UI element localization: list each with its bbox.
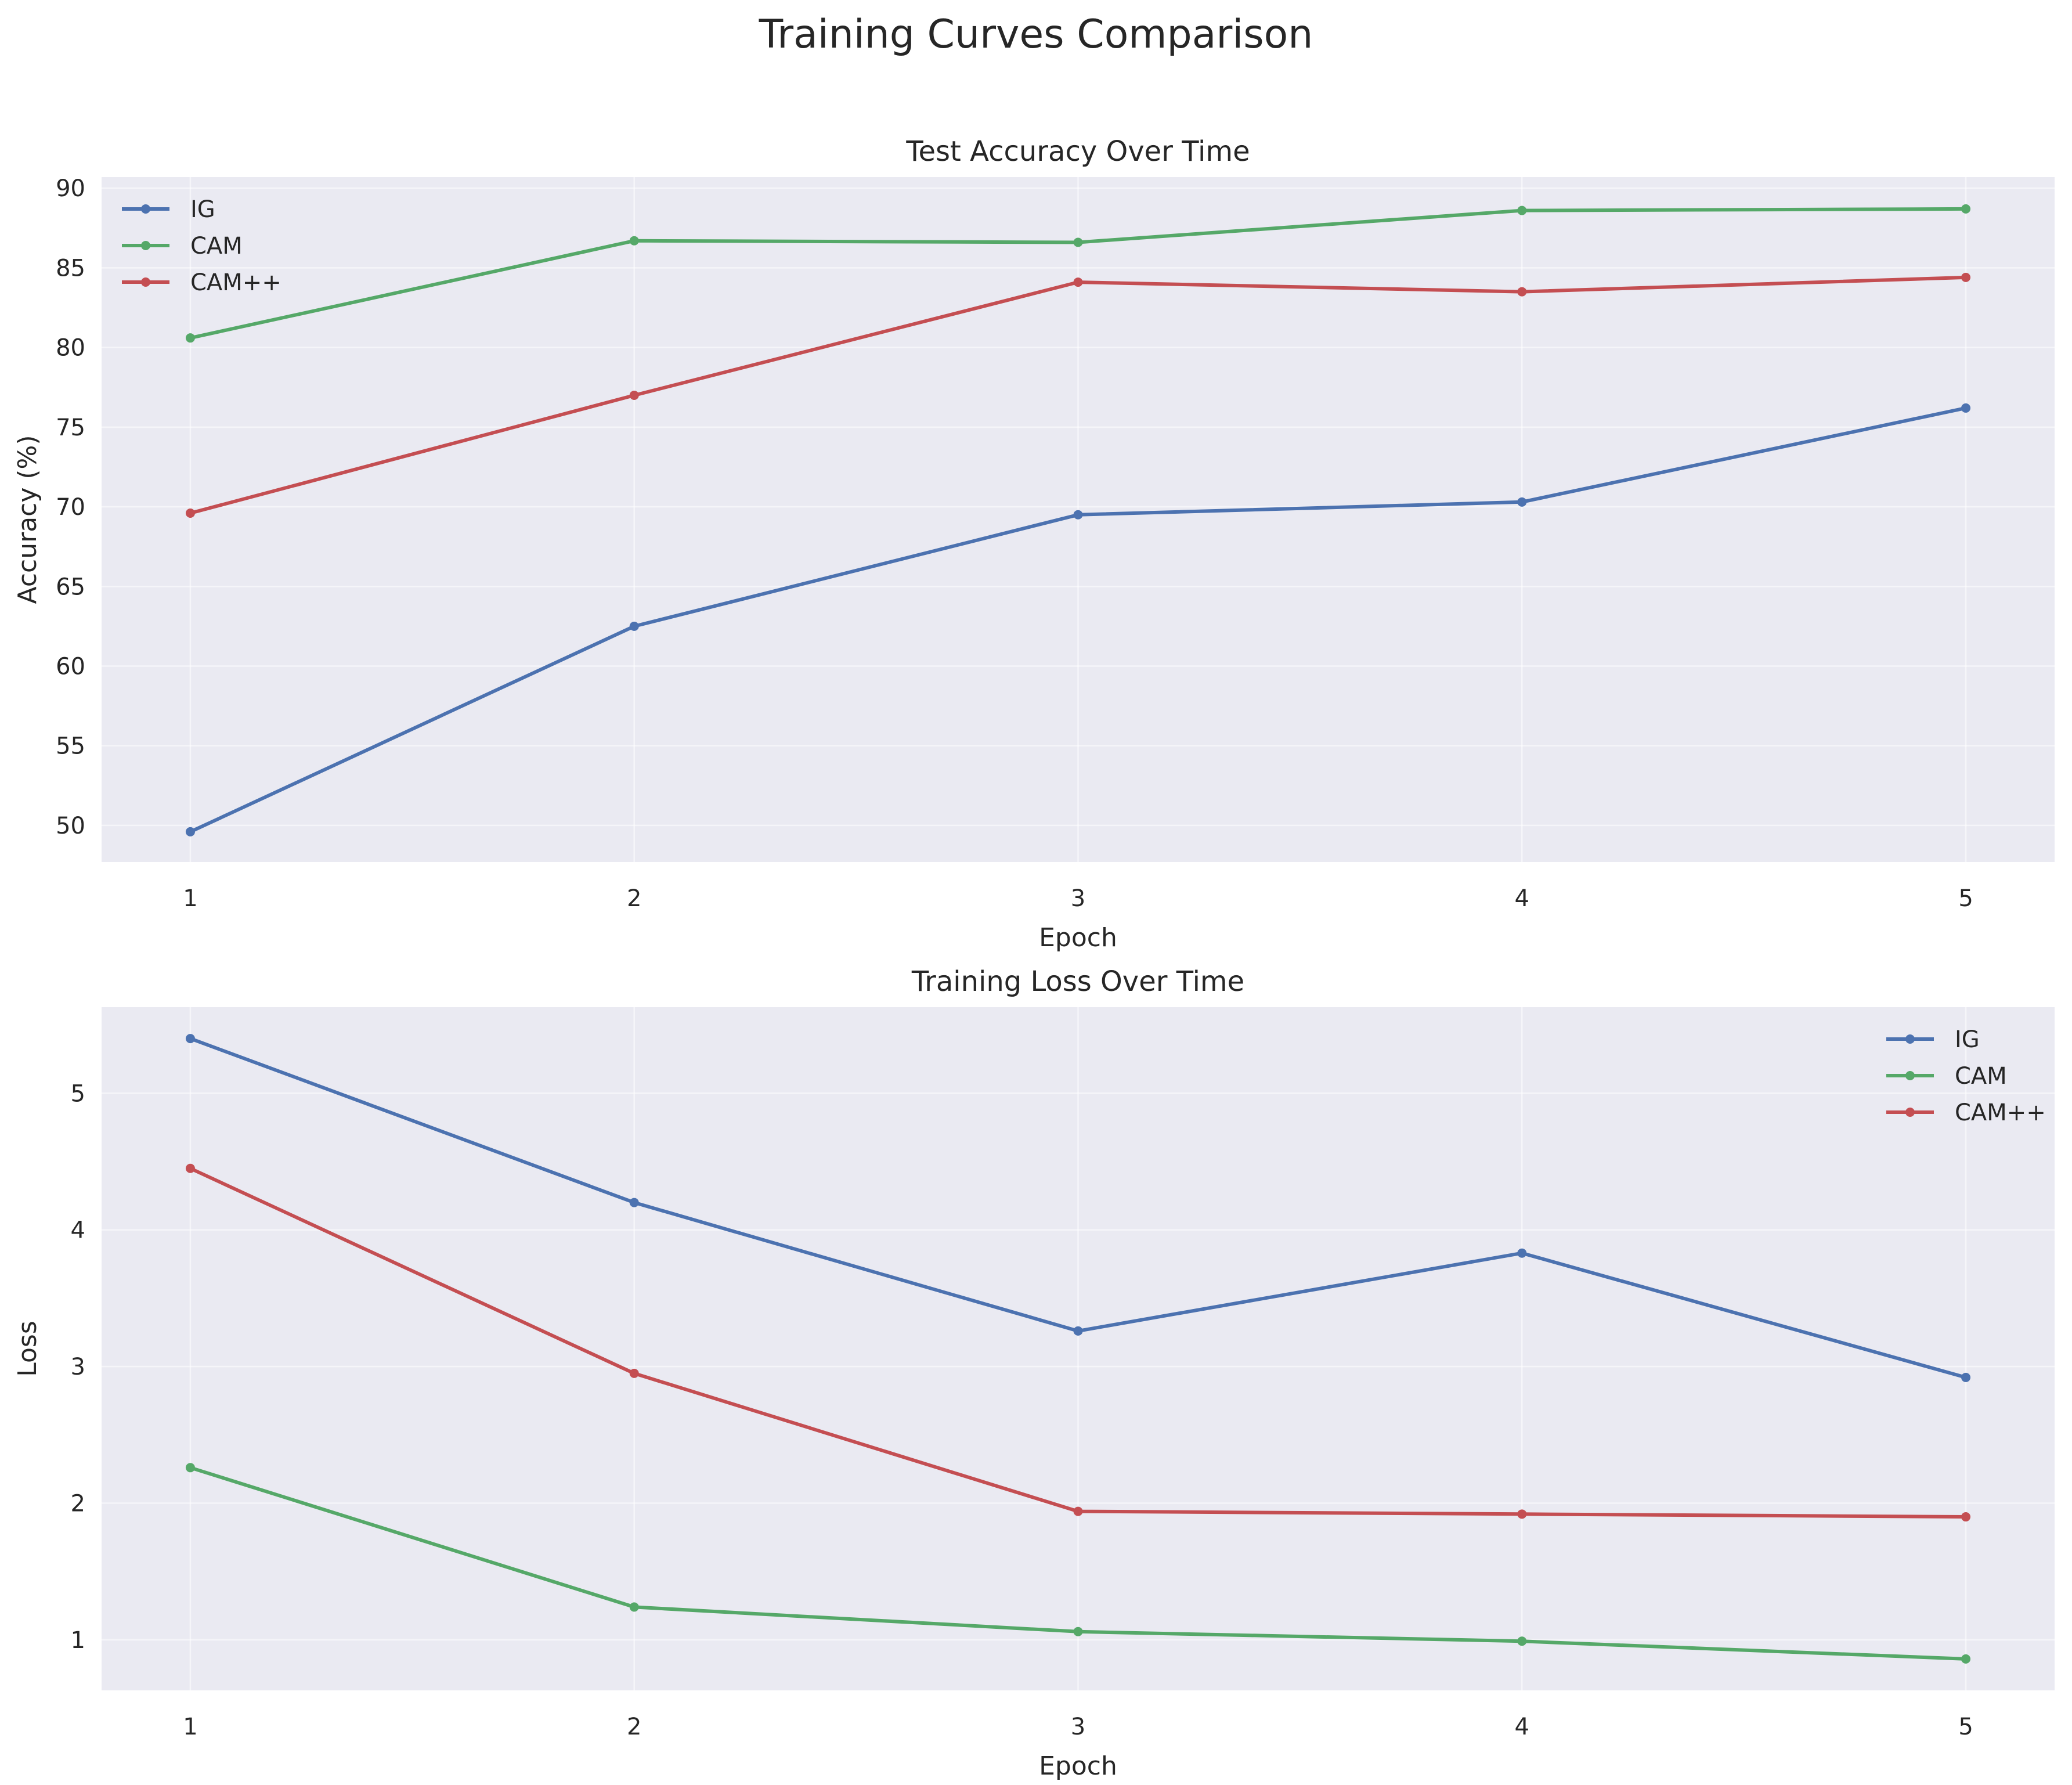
x-tick-label: 1 xyxy=(183,885,197,912)
chart-title: Training Loss Over Time xyxy=(911,965,1244,998)
data-point xyxy=(1517,1248,1527,1258)
x-tick-label: 4 xyxy=(1515,885,1529,912)
y-tick-label: 3 xyxy=(71,1354,85,1380)
data-point xyxy=(629,1368,639,1378)
series-ig xyxy=(185,403,1971,836)
data-point xyxy=(629,621,639,631)
legend: IG CAM CAM++ xyxy=(1886,1026,2046,1126)
y-tick-label: 70 xyxy=(56,494,85,521)
data-point xyxy=(1073,510,1083,520)
legend-marker xyxy=(1905,1108,1915,1117)
x-tick-label: 3 xyxy=(1071,1714,1085,1740)
data-point xyxy=(1517,1509,1527,1519)
legend-label: IG xyxy=(1955,1026,1980,1053)
legend-label: CAM++ xyxy=(190,269,281,296)
legend-marker xyxy=(1905,1071,1915,1080)
data-point xyxy=(185,1163,195,1173)
y-axis-label: Loss xyxy=(13,1321,42,1377)
data-point xyxy=(185,1463,195,1473)
y-tick-label: 75 xyxy=(56,414,85,441)
data-point xyxy=(1517,497,1527,507)
chart-panel-2: 1 2 3 4 5 1 2 3 4 5 Training Loss Over Time Epoch Lo… xyxy=(13,965,2055,1781)
data-point xyxy=(1961,1372,1971,1382)
x-tick-label: 5 xyxy=(1958,1714,1973,1740)
figure-title: Training Curves Comparison xyxy=(759,12,1313,57)
data-point xyxy=(629,390,639,400)
legend-label: IG xyxy=(190,196,215,223)
x-tick-label: 3 xyxy=(1071,885,1085,912)
y-axis-label: Accuracy (%) xyxy=(13,435,42,604)
legend-label: CAM++ xyxy=(1955,1099,2046,1126)
y-tick-label: 85 xyxy=(56,255,85,282)
data-point xyxy=(185,1034,195,1044)
data-point xyxy=(629,1198,639,1207)
data-point xyxy=(629,236,639,246)
legend-marker xyxy=(141,204,150,214)
series-camplusplus xyxy=(185,1163,1971,1522)
y-tick-label: 80 xyxy=(56,335,85,362)
series-ig xyxy=(185,1034,1971,1382)
data-point xyxy=(1517,287,1527,297)
x-tick-label: 1 xyxy=(183,1714,197,1740)
y-tick-label: 4 xyxy=(71,1217,85,1244)
chart-title: Test Accuracy Over Time xyxy=(905,135,1250,168)
y-tick-label: 2 xyxy=(71,1491,85,1517)
x-tick-label: 2 xyxy=(627,1714,641,1740)
data-point xyxy=(1961,272,1971,282)
data-point xyxy=(1961,204,1971,214)
x-axis-label: Epoch xyxy=(1039,923,1117,953)
legend-marker xyxy=(141,241,150,250)
data-point xyxy=(1073,1326,1083,1336)
legend: IG CAM CAM++ xyxy=(122,196,281,296)
data-point xyxy=(1961,1654,1971,1664)
data-point xyxy=(1073,1627,1083,1636)
y-tick-label: 60 xyxy=(56,653,85,680)
legend-label: CAM xyxy=(1955,1063,2007,1090)
data-point xyxy=(1517,1636,1527,1646)
legend-label: CAM xyxy=(190,233,243,259)
y-tick-label: 90 xyxy=(56,175,85,202)
legend-marker xyxy=(141,277,150,287)
data-point xyxy=(185,509,195,518)
x-tick-label: 5 xyxy=(1958,885,1973,912)
series-camplusplus xyxy=(185,272,1971,518)
data-point xyxy=(1517,205,1527,215)
y-tick-label: 5 xyxy=(71,1080,85,1107)
x-tick-label: 2 xyxy=(627,885,641,912)
y-tick-label: 1 xyxy=(71,1627,85,1654)
series-cam xyxy=(185,204,1971,343)
x-axis-label: Epoch xyxy=(1039,1751,1117,1781)
x-tick-label: 4 xyxy=(1515,1714,1529,1740)
data-point xyxy=(1961,1512,1971,1522)
data-point xyxy=(185,827,195,836)
legend-marker xyxy=(1905,1034,1915,1044)
y-tick-label: 55 xyxy=(56,733,85,760)
y-tick-label: 50 xyxy=(56,813,85,839)
chart-panel-1: 50 55 60 65 70 75 80 85 90 1 2 3 4 5 Test Accuracy Ove… xyxy=(13,135,2055,953)
data-point xyxy=(185,333,195,343)
data-point xyxy=(1073,237,1083,247)
data-point xyxy=(1961,403,1971,413)
data-point xyxy=(1073,1506,1083,1516)
data-point xyxy=(629,1602,639,1612)
y-tick-label: 65 xyxy=(56,574,85,600)
data-point xyxy=(1073,277,1083,287)
series-cam xyxy=(185,1463,1971,1664)
